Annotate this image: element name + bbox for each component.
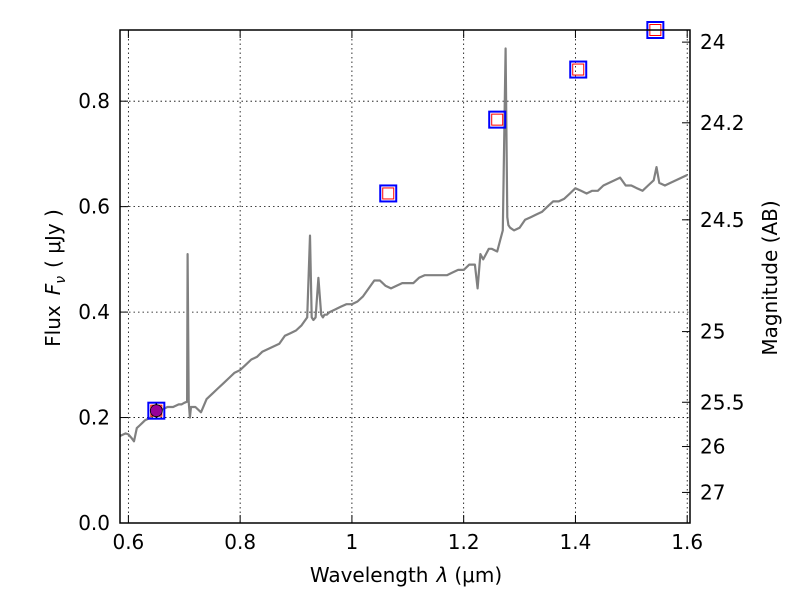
x-axis-title-symbol: λ <box>436 563 449 587</box>
x-tick-label: 0.6 <box>112 530 144 554</box>
y2-tick-label: 24.2 <box>700 111 745 135</box>
measured-point <box>149 404 163 418</box>
photometry-outer-square <box>147 401 166 420</box>
photometry-outer-square <box>569 60 588 79</box>
y2-tick-label: 25.5 <box>700 390 745 414</box>
x-tick-label: 1.6 <box>671 530 703 554</box>
y2-tick-label: 25 <box>700 320 725 344</box>
x-tick-label: 1 <box>346 530 359 554</box>
y-axis-title: Flux Fν ( μJy ) <box>41 209 69 347</box>
spectrum-series <box>119 47 688 443</box>
y-tick-label: 0.8 <box>78 89 110 113</box>
photometry-inner-square <box>382 187 395 200</box>
x-axis-title-unit: (μm) <box>454 563 502 587</box>
y2-tick-label: 24 <box>700 30 725 54</box>
y-axis-title-subscript: ν <box>53 276 69 284</box>
x-tick-label: 1.4 <box>560 530 592 554</box>
photometry-outer-square <box>488 110 507 129</box>
y-tick-label: 0.0 <box>78 511 110 535</box>
x-axis-title: Wavelength λ (μm) <box>310 563 502 587</box>
y-axis-title-text: Flux <box>41 305 65 347</box>
y-tick-label: 0.2 <box>78 406 110 430</box>
x-tick-label: 0.8 <box>224 530 256 554</box>
axis-ticks: 0.6 0.8 1 1.2 1.4 1.6 0.0 0.2 0.4 0.6 0.8 24 24.2 24.… <box>78 30 745 554</box>
spectrum-line <box>119 47 688 443</box>
grid-lines <box>120 30 690 523</box>
x-axis-title-text: Wavelength <box>310 563 429 587</box>
photometry-inner-square <box>491 113 504 126</box>
y-axis-title-symbol: F <box>41 283 65 295</box>
y2-tick-label: 26 <box>700 435 725 459</box>
y-axis-title-unit: ( μJy ) <box>41 209 65 268</box>
plot-frame <box>119 29 691 524</box>
photometry-outer-square <box>379 184 398 203</box>
photometry-inner-square <box>572 63 585 76</box>
y2-tick-label: 27 <box>700 480 725 504</box>
x-tick-label: 1.2 <box>448 530 480 554</box>
y-tick-label: 0.4 <box>78 300 110 324</box>
y-tick-label: 0.6 <box>78 195 110 219</box>
y2-axis-title: Magnitude (AB) <box>758 200 782 355</box>
y2-tick-label: 24.5 <box>700 208 745 232</box>
